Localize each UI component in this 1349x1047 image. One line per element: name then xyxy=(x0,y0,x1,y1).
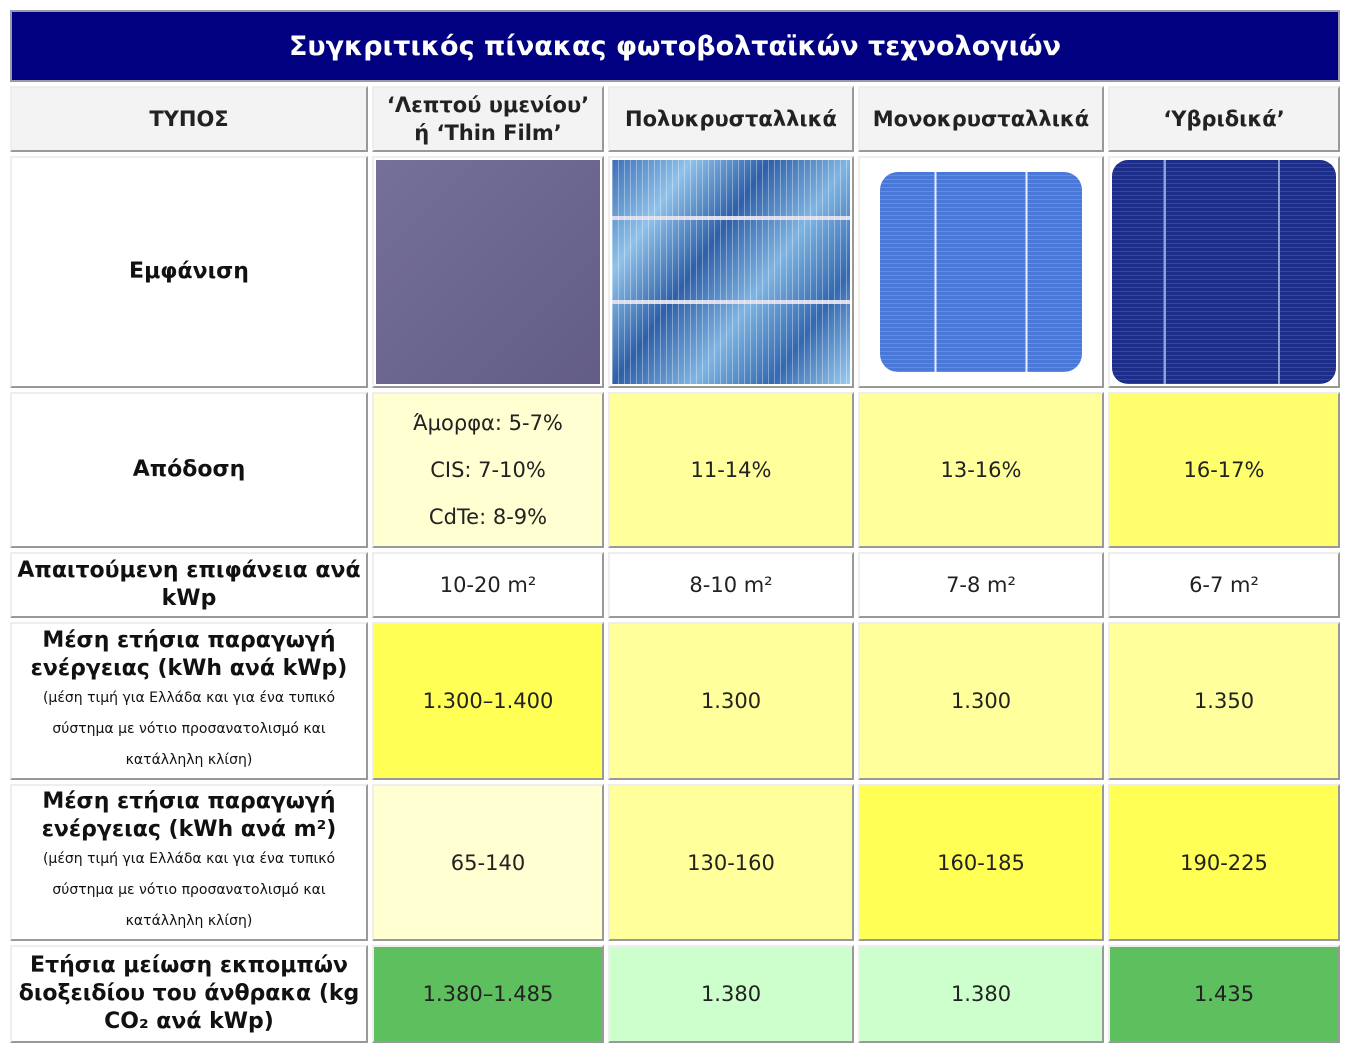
row-label: Μέση ετήσια παραγωγή ενέργειας (kWh ανά … xyxy=(10,784,368,941)
cell-line: CdTe: 8-9% xyxy=(428,505,548,529)
mono-image xyxy=(880,172,1082,372)
row: Απόδοση Άμορφα: 5-7% CIS: 7-10% CdTe: 8-9%… xyxy=(10,392,1340,548)
cell: 65-140 xyxy=(372,784,604,941)
cell-line: Άμορφα: 5-7% xyxy=(413,411,563,435)
row-label: Απόδοση xyxy=(10,392,368,548)
cell: 1.300 xyxy=(858,622,1104,780)
cell: 1.380 xyxy=(608,945,854,1043)
image-cell xyxy=(858,156,1104,388)
cell: 1.300–1.400 xyxy=(372,622,604,780)
header-cell: Πολυκρυσταλλικά xyxy=(608,86,854,152)
cell: 190-225 xyxy=(1108,784,1340,941)
cell: 130-160 xyxy=(608,784,854,941)
row: Ετήσια μείωση εκπομπών διοξειδίου του άν… xyxy=(10,945,1340,1043)
row: Εμφάνιση xyxy=(10,156,1340,388)
image-cell xyxy=(372,156,604,388)
poly-image xyxy=(612,160,850,384)
title: Συγκριτικός πίνακας φωτοβολταϊκών τεχνολ… xyxy=(10,10,1340,82)
row: Μέση ετήσια παραγωγή ενέργειας (kWh ανά … xyxy=(10,784,1340,941)
cell: 10-20 m² xyxy=(372,552,604,618)
cell: 8-10 m² xyxy=(608,552,854,618)
row: Απαιτούμενη επιφάνεια ανά kWp 10-20 m² 8… xyxy=(10,552,1340,618)
thin-film-image xyxy=(376,160,600,384)
label-text: Μέση ετήσια παραγωγή ενέργειας (kWh ανά … xyxy=(30,627,348,681)
image-cell xyxy=(1108,156,1340,388)
row-label: Μέση ετήσια παραγωγή ενέργειας (kWh ανά … xyxy=(10,622,368,780)
row-label: Εμφάνιση xyxy=(10,156,368,388)
row-label: Ετήσια μείωση εκπομπών διοξειδίου του άν… xyxy=(10,945,368,1043)
header-cell: Μονοκρυσταλλικά xyxy=(858,86,1104,152)
hybrid-image xyxy=(1112,160,1336,384)
cell-line: CIS: 7-10% xyxy=(430,458,546,482)
cell: 11-14% xyxy=(608,392,854,548)
header-cell: ΤΥΠΟΣ xyxy=(10,86,368,152)
cell: 160-185 xyxy=(858,784,1104,941)
cell: 1.380 xyxy=(858,945,1104,1043)
cell: 1.380–1.485 xyxy=(372,945,604,1043)
cell: 16-17% xyxy=(1108,392,1340,548)
cell: 7-8 m² xyxy=(858,552,1104,618)
label-note: (μέση τιμή για Ελλάδα και για ένα τυπικό… xyxy=(42,689,336,768)
cell: Άμορφα: 5-7% CIS: 7-10% CdTe: 8-9% xyxy=(372,392,604,548)
row-label: Απαιτούμενη επιφάνεια ανά kWp xyxy=(10,552,368,618)
header-cell: ‘Υβριδικά’ xyxy=(1108,86,1340,152)
header-cell: ‘Λεπτού υμενίου’ ή ‘Thin Film’ xyxy=(372,86,604,152)
row: Μέση ετήσια παραγωγή ενέργειας (kWh ανά … xyxy=(10,622,1340,780)
header-row: ΤΥΠΟΣ ‘Λεπτού υμενίου’ ή ‘Thin Film’ Πολ… xyxy=(10,86,1340,152)
cell: 1.300 xyxy=(608,622,854,780)
comparison-table: ΤΥΠΟΣ ‘Λεπτού υμενίου’ ή ‘Thin Film’ Πολ… xyxy=(6,82,1344,1047)
image-cell xyxy=(608,156,854,388)
label-note: (μέση τιμή για Ελλάδα και για ένα τυπικό… xyxy=(42,851,336,929)
label-text: Μέση ετήσια παραγωγή ενέργειας (kWh ανά … xyxy=(41,789,337,842)
cell: 1.350 xyxy=(1108,622,1340,780)
cell: 1.435 xyxy=(1108,945,1340,1043)
cell: 6-7 m² xyxy=(1108,552,1340,618)
cell: 13-16% xyxy=(858,392,1104,548)
